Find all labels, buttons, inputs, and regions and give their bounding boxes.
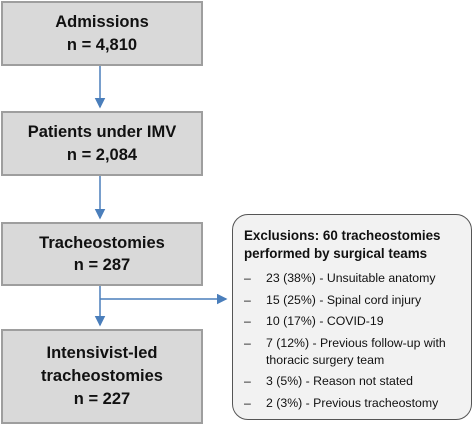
exclusions-box: Exclusions: 60 tracheostomies performed … bbox=[232, 214, 472, 420]
exclusion-item-text: 7 (12%) - Previous follow-up with thorac… bbox=[266, 335, 446, 367]
intensivist-title-line2: tracheostomies bbox=[41, 366, 163, 385]
imv-box: Patients under IMV n = 2,084 bbox=[1, 111, 203, 176]
exclusion-item: – 15 (25%) - Spinal cord injury bbox=[244, 292, 463, 309]
exclusion-item: – 3 (5%) - Reason not stated bbox=[244, 373, 463, 390]
tracheostomies-box: Tracheostomies n = 287 bbox=[1, 222, 203, 286]
intensivist-box: Intensivist-led tracheostomies n = 227 bbox=[1, 329, 203, 424]
bullet-dash: – bbox=[244, 271, 251, 286]
exclusion-item: – 10 (17%) - COVID-19 bbox=[244, 313, 463, 330]
bullet-dash: – bbox=[244, 395, 251, 410]
exclusion-item: – 7 (12%) - Previous follow-up with thor… bbox=[244, 335, 463, 368]
tracheostomies-title: Tracheostomies bbox=[39, 233, 165, 252]
exclusion-item: – 23 (38%) - Unsuitable anatomy bbox=[244, 270, 463, 287]
bullet-dash: – bbox=[244, 314, 251, 329]
bullet-dash: – bbox=[244, 292, 251, 307]
tracheostomies-count: n = 287 bbox=[73, 256, 131, 274]
admissions-title: Admissions bbox=[55, 13, 149, 32]
imv-title: Patients under IMV bbox=[27, 123, 177, 142]
exclusion-item-text: 15 (25%) - Spinal cord injury bbox=[266, 292, 422, 307]
intensivist-count: n = 227 bbox=[73, 390, 131, 409]
imv-count: n = 2,084 bbox=[66, 145, 138, 164]
exclusion-item: – 2 (3%) - Previous tracheostomy bbox=[244, 395, 463, 412]
exclusion-item-text: 23 (38%) - Unsuitable anatomy bbox=[266, 271, 436, 286]
bullet-dash: – bbox=[244, 374, 251, 389]
exclusion-item-text: 3 (5%) - Reason not stated bbox=[266, 374, 413, 389]
exclusion-item-text: 2 (3%) - Previous tracheostomy bbox=[266, 395, 439, 410]
exclusion-item-text: 10 (17%) - COVID-19 bbox=[266, 314, 384, 329]
exclusions-title: Exclusions: 60 tracheostomies performed … bbox=[244, 228, 441, 262]
admissions-count: n = 4,810 bbox=[66, 35, 138, 54]
bullet-dash: – bbox=[244, 335, 251, 350]
admissions-box: Admissions n = 4,810 bbox=[1, 1, 203, 66]
intensivist-title-line1: Intensivist-led bbox=[46, 343, 158, 362]
